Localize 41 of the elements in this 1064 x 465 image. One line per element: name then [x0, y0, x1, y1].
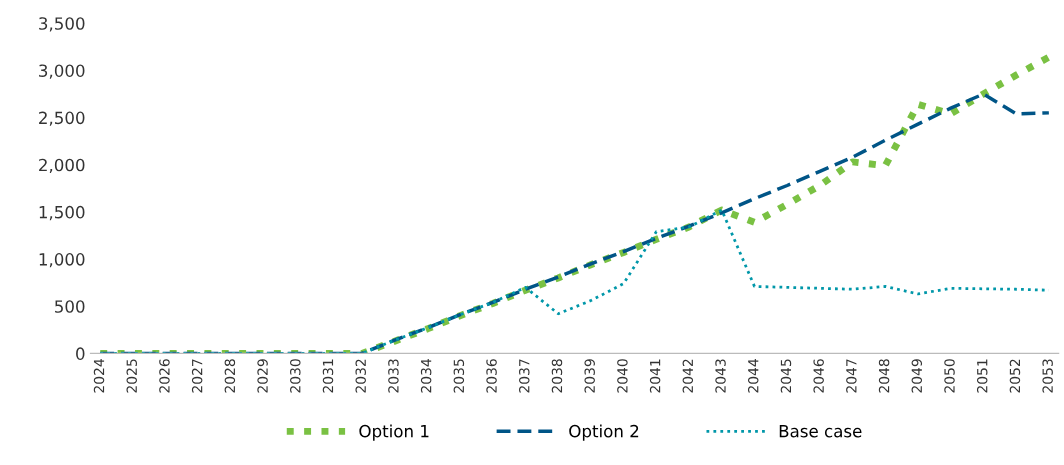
x-tick-label: 2044: [747, 359, 759, 393]
legend-label: Base case: [779, 425, 862, 438]
x-tick-label: 2026: [159, 359, 170, 393]
x-tick-label: 2038: [551, 359, 563, 393]
y-tick-label: 500: [55, 300, 85, 313]
legend-label: Option 2: [569, 424, 639, 441]
x-tick-label: 2028: [224, 359, 236, 393]
x-tick-label: 2036: [486, 359, 497, 393]
y-tick-label: 3,500: [39, 17, 85, 32]
x-tick-label: 2034: [420, 359, 432, 393]
legend-label: Option 1: [359, 424, 429, 441]
x-tick-label: 2041: [649, 359, 661, 393]
x-tick-label: 2052: [1009, 359, 1021, 393]
x-tick-label: 2027: [191, 359, 203, 393]
x-tick-label: 2045: [780, 359, 792, 393]
x-tick-label: 2032: [355, 359, 366, 393]
x-tick-label: 2053: [1042, 359, 1053, 393]
x-tick-label: 2039: [584, 359, 595, 393]
x-tick-label: 2040: [617, 359, 628, 393]
y-tick-label: 3,000: [39, 64, 85, 79]
y-tick-label: 2,000: [39, 158, 85, 174]
x-tick-label: 2037: [519, 359, 530, 393]
x-tick-label: 2025: [126, 359, 137, 393]
x-tick-label: 2030: [290, 359, 301, 393]
x-tick-label: 2043: [715, 359, 726, 393]
x-tick-label: 2051: [976, 359, 988, 393]
y-tick-label: 0: [76, 347, 85, 360]
y-tick-label: 1,500: [39, 205, 85, 221]
x-tick-label: 2046: [813, 359, 824, 393]
x-tick-label: 2042: [682, 359, 694, 393]
x-tick-label: 2031: [322, 359, 334, 393]
x-tick-label: 2029: [257, 359, 268, 393]
x-tick-label: 2047: [846, 359, 857, 393]
y-tick-label: 2,500: [39, 111, 85, 126]
x-tick-label: 2050: [944, 359, 955, 393]
x-tick-label: 2035: [453, 359, 465, 393]
x-tick-label: 2033: [388, 359, 399, 393]
x-tick-label: 2024: [93, 359, 105, 393]
x-tick-label: 2049: [911, 359, 923, 393]
y-tick-label: 1,000: [39, 253, 85, 268]
x-tick-label: 2048: [878, 359, 890, 393]
